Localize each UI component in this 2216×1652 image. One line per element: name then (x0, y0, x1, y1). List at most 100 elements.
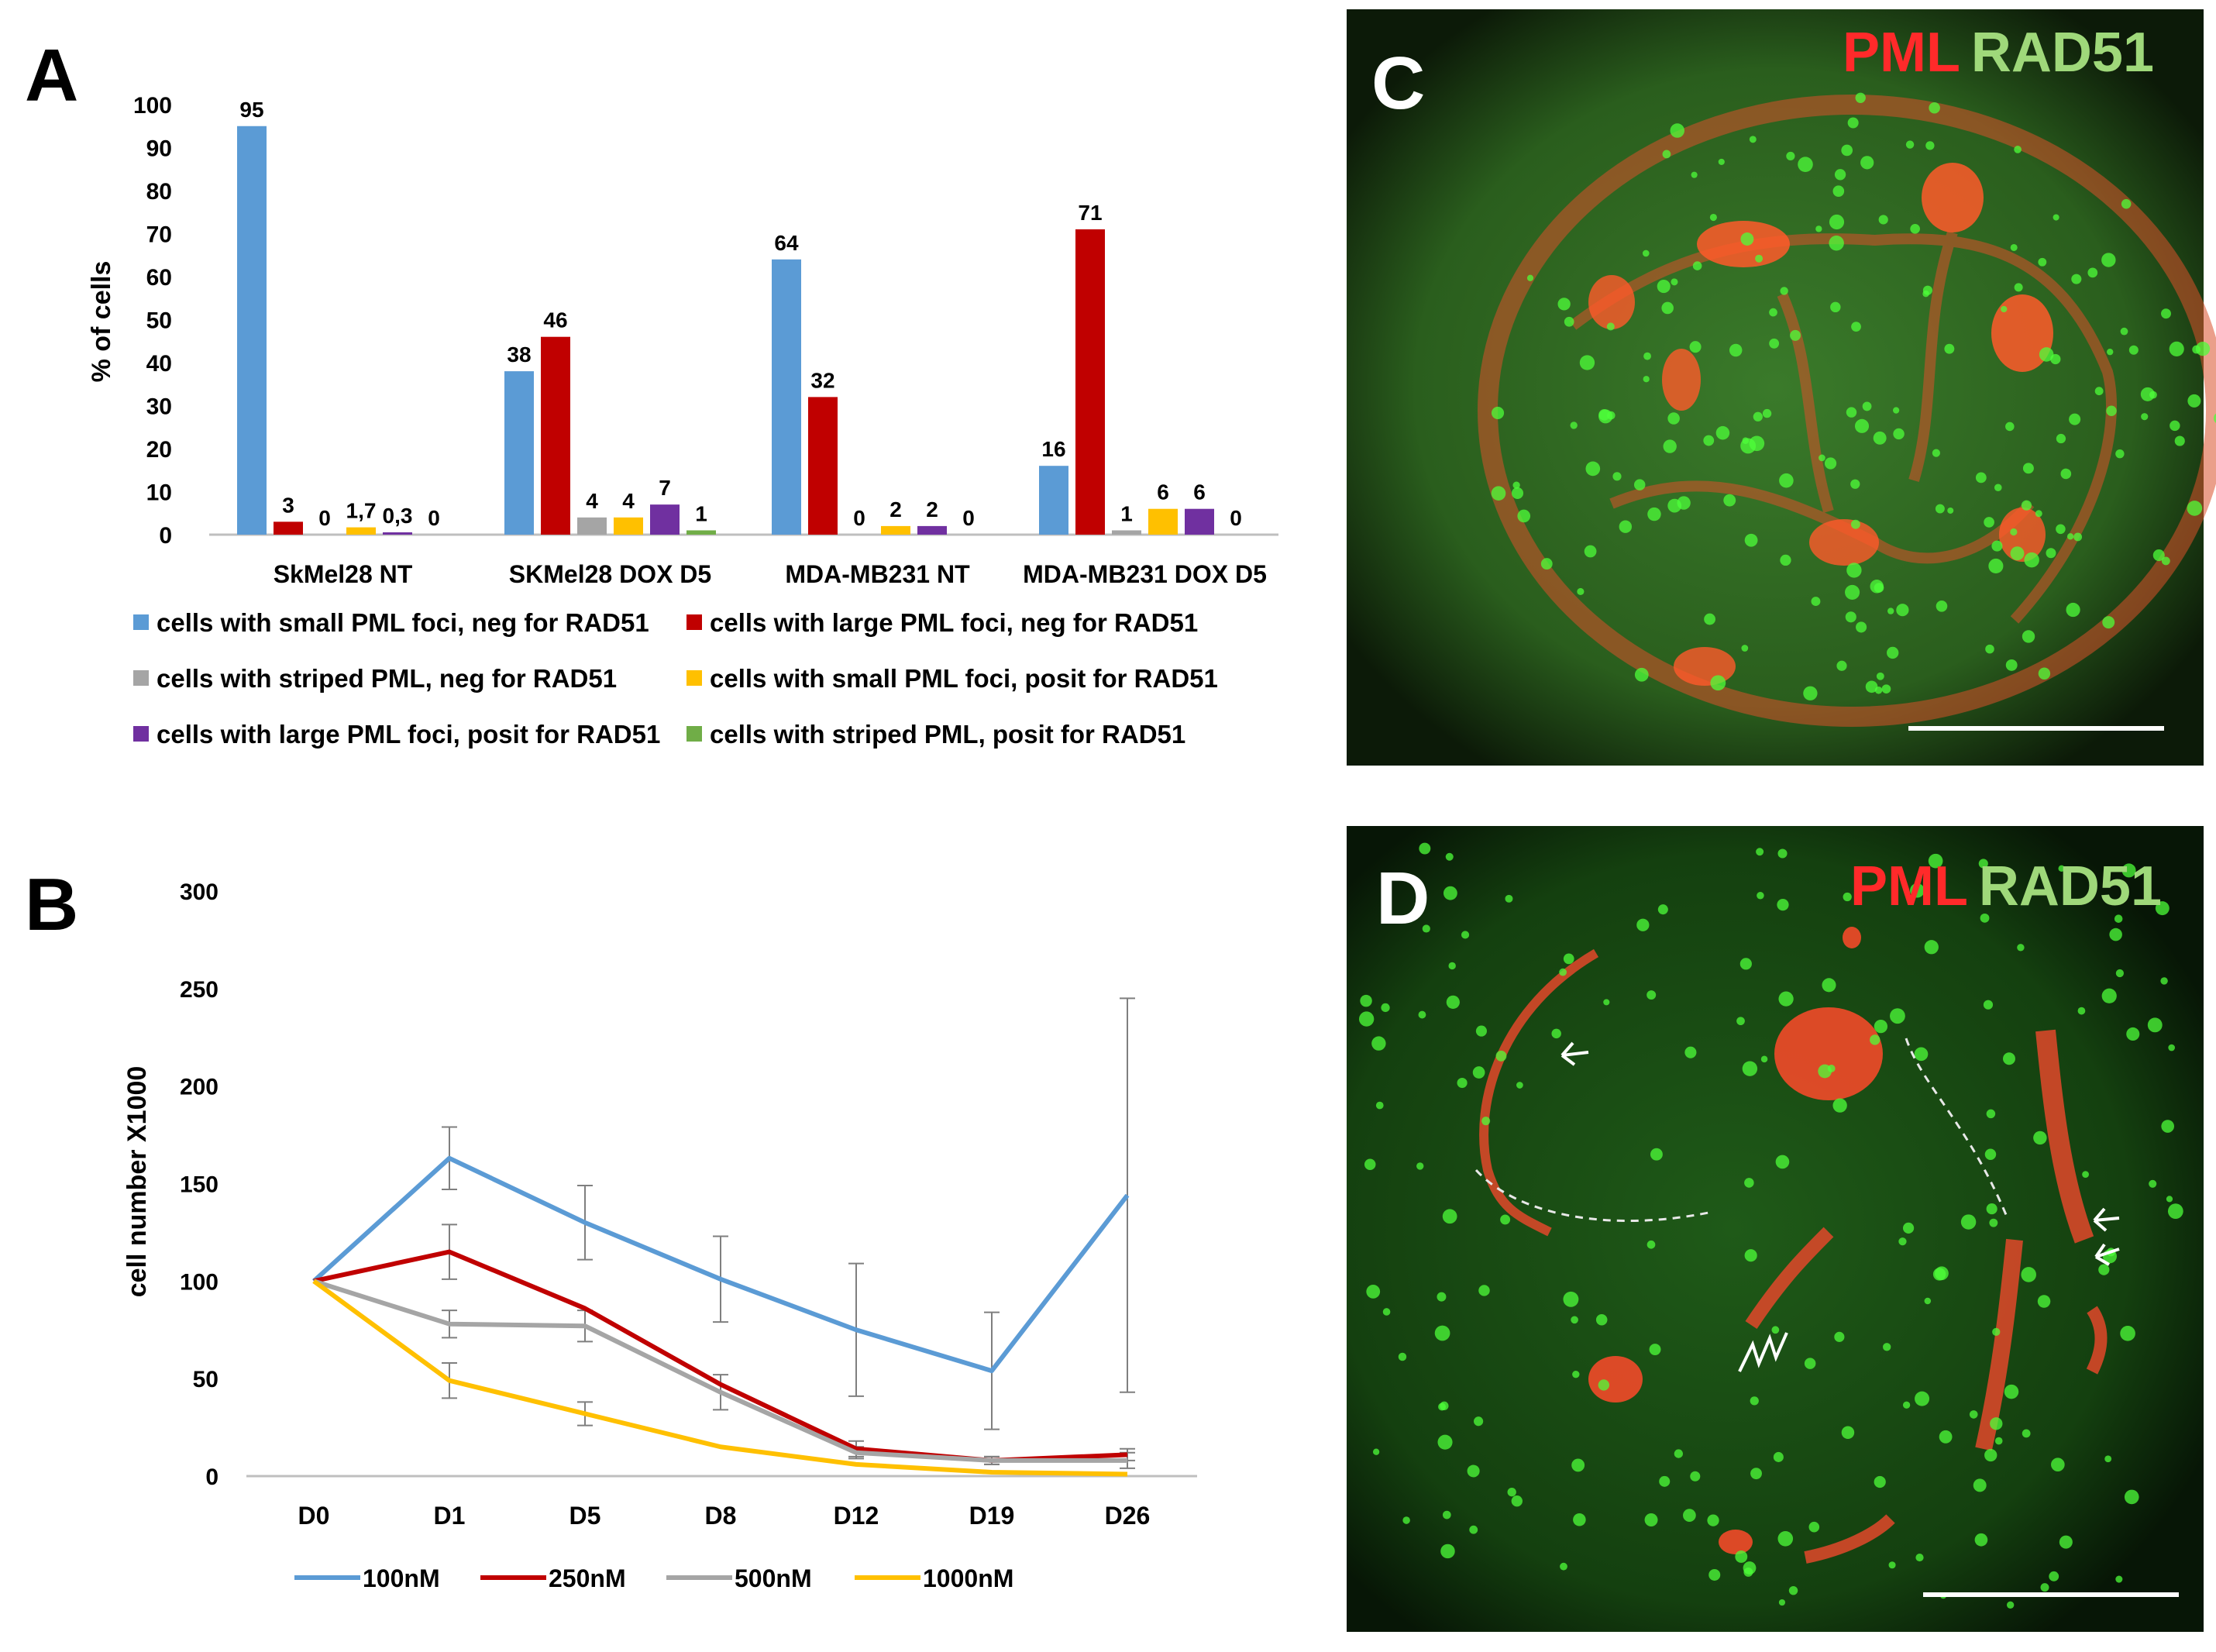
chart-a-data-label: 1 (695, 501, 707, 525)
rad51-focus (1874, 583, 1884, 593)
rad51-focus (1769, 308, 1777, 317)
rad51-focus (1418, 1010, 1426, 1019)
chart-a-bar (614, 517, 643, 535)
rad51-focus (1824, 457, 1837, 470)
rad51-focus (1643, 352, 1651, 360)
rad51-focus (1843, 892, 1852, 902)
rad51-focus (1973, 1478, 1987, 1492)
rad51-focus (1563, 1291, 1579, 1307)
rad51-focus (2149, 391, 2157, 399)
rad51-focus (2115, 969, 2125, 978)
rad51-focus (2155, 901, 2170, 916)
chart-a-category-label: SkMel28 NT (274, 560, 413, 588)
rad51-focus (1803, 686, 1818, 700)
rad51-focus (2024, 552, 2039, 568)
rad51-focus (1744, 1178, 1754, 1188)
rad51-focus (1760, 1055, 1768, 1063)
chart-b-category-label: D26 (1105, 1502, 1151, 1530)
rad51-focus (1992, 1327, 2001, 1336)
rad51-focus (1887, 646, 1899, 659)
rad51-focus (1662, 150, 1671, 159)
chart-b-category-label: D1 (434, 1502, 466, 1530)
chart-a-bar (577, 517, 607, 535)
rad51-focus (1642, 250, 1650, 257)
rad51-focus (1644, 1513, 1658, 1526)
rad51-focus (1836, 660, 1847, 671)
rad51-focus (1775, 1155, 1790, 1169)
rad51-focus (2010, 528, 2018, 536)
rad51-focus (2098, 1264, 2110, 1275)
rad51-focus (1846, 407, 1857, 418)
chart-a-category-group: SkMel28 NT SKMel28 DOX D5 MDA-MB231 NT MDA-… (274, 560, 1267, 588)
chart-a-data-label: 64 (774, 231, 799, 255)
rad51-focus (2169, 341, 2184, 356)
rad51-focus (1780, 287, 1788, 295)
rad51-focus (1832, 1098, 1847, 1113)
micrograph-d-letter: D (1376, 857, 1430, 940)
rad51-focus (1994, 484, 2002, 492)
rad51-focus (1854, 418, 1870, 433)
rad51-focus (2049, 1571, 2059, 1581)
rad51-focus (1922, 285, 1932, 295)
chart-a-bar (504, 371, 534, 535)
rad51-focus (1808, 1521, 1820, 1533)
rad51-focus (2038, 257, 2047, 267)
rad51-focus (1606, 322, 1615, 331)
rad51-focus (2005, 659, 2018, 671)
rad51-focus (1804, 1358, 1816, 1369)
rad51-focus (1850, 519, 1860, 529)
chart-a-legend-label: cells with small PML foci, neg for RAD51 (157, 608, 649, 637)
rad51-focus (1878, 215, 1888, 225)
rad51-focus (1512, 481, 1520, 489)
rad51-focus (1873, 431, 1887, 445)
chart-a-data-label: 3 (282, 493, 294, 517)
chart-a-data-label: 7 (659, 476, 671, 500)
rad51-focus (1598, 409, 1610, 421)
rad51-focus (1845, 584, 1860, 600)
chart-a-legend-swatch (686, 614, 702, 630)
chart-b-category-group: D0 D1 D5 D8 D12 D19 D26 (298, 1502, 1151, 1530)
rad51-focus (1595, 1313, 1608, 1326)
rad51-focus (1874, 1475, 1886, 1489)
chart-a-bar (881, 525, 910, 535)
rad51-focus (1572, 1370, 1580, 1378)
rad51-focus (1983, 1000, 1994, 1010)
rad51-focus (1434, 1325, 1450, 1341)
rad51-focus (1457, 1077, 1468, 1089)
rad51-focus (2115, 449, 2125, 459)
rad51-focus (1777, 848, 1788, 859)
chart-a-legend-swatch (133, 614, 149, 630)
rad51-focus (1887, 607, 1894, 614)
rad51-focus (1870, 1034, 1881, 1045)
chart-a-legend-swatch (133, 726, 149, 742)
rad51-focus (1657, 904, 1668, 915)
panel-a-letter: A (25, 34, 78, 117)
rad51-focus (1703, 435, 1715, 446)
rad51-focus (2059, 1535, 2073, 1549)
rad51-focus (2046, 548, 2056, 559)
rad51-focus (1511, 487, 1524, 499)
chart-a-category-label: MDA-MB231 NT (785, 560, 970, 588)
rad51-focus (1936, 601, 1948, 612)
rad51-focus (2014, 283, 2023, 292)
rad51-focus (1442, 1510, 1451, 1519)
rad51-focus (2017, 944, 2025, 952)
chart-b-series-line (311, 1155, 1130, 1374)
rad51-focus (1778, 991, 1794, 1007)
rad51-focus (1516, 1082, 1523, 1089)
rad51-focus (1448, 962, 1456, 970)
chart-a-legend-label: cells with large PML foci, posit for RAD… (157, 720, 660, 749)
rad51-focus (1978, 859, 1988, 869)
rad51-focus (2022, 1429, 2031, 1438)
rad51-focus (1358, 1011, 1375, 1027)
arrow-icon (2094, 1243, 2120, 1266)
rad51-focus (1584, 545, 1597, 558)
rad51-focus (1667, 412, 1680, 425)
chart-b-series-line (312, 1279, 1128, 1477)
rad51-focus (1670, 123, 1684, 138)
rad51-focus (1683, 1509, 1696, 1522)
rad51-focus (1659, 1475, 1671, 1487)
rad51-focus (1742, 1061, 1758, 1076)
rad51-focus (2128, 345, 2139, 355)
rad51-focus (1778, 1599, 1786, 1606)
